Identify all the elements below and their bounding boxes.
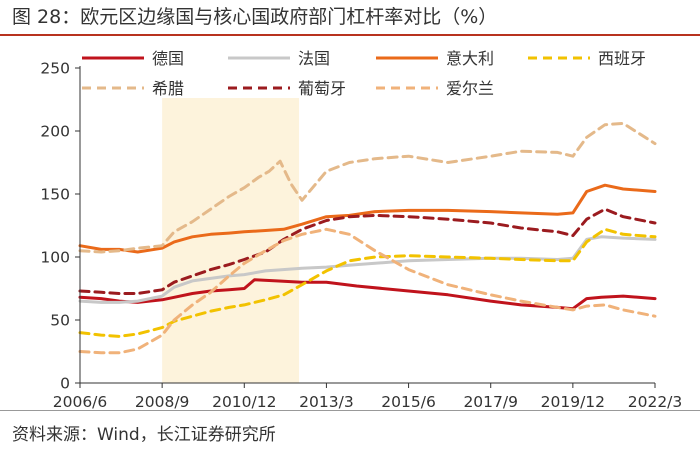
legend-label-4: 西班牙 bbox=[598, 49, 646, 68]
y-tick-label: 50 bbox=[50, 312, 70, 330]
x-tick-label: 2019/12 bbox=[541, 393, 605, 410]
y-tick-label: 250 bbox=[40, 60, 70, 78]
x-tick-label: 2015/6 bbox=[381, 393, 436, 410]
series-line-7 bbox=[78, 227, 657, 355]
legend-label-3: 意大利 bbox=[446, 49, 494, 68]
series-line-3 bbox=[78, 183, 657, 254]
source-note: 资料来源：Wind，长江证券研究所 bbox=[12, 425, 276, 445]
x-tick-label: 2017/9 bbox=[463, 393, 518, 410]
x-tick-label: 2013/3 bbox=[299, 393, 354, 410]
series-line-5 bbox=[78, 121, 657, 254]
x-tick-label: 2008/9 bbox=[135, 393, 190, 410]
legend-label-6: 葡萄牙 bbox=[298, 79, 346, 98]
legend-label-5: 希腊 bbox=[152, 79, 184, 98]
x-tick-label: 2006/6 bbox=[53, 393, 108, 410]
x-tick-label: 2010/12 bbox=[212, 393, 276, 410]
series-line-4 bbox=[78, 227, 657, 338]
chart-title: 图 28：欧元区边缘国与核心国政府部门杠杆率对比（%） bbox=[12, 6, 498, 28]
y-tick-label: 0 bbox=[60, 375, 70, 393]
y-tick-label: 150 bbox=[40, 186, 70, 204]
legend-label-2: 法国 bbox=[298, 49, 330, 68]
highlight-period bbox=[162, 98, 300, 383]
x-tick-label: 2022/3 bbox=[628, 393, 683, 410]
title-divider bbox=[0, 34, 700, 36]
series-line-6 bbox=[78, 207, 657, 295]
legend-label-7: 爱尔兰 bbox=[446, 79, 494, 98]
y-tick-label: 100 bbox=[40, 249, 70, 267]
y-tick-label: 200 bbox=[40, 123, 70, 141]
line-chart: 0 50 100 150 200 250 2006/6 2008/9 2010/12 2013/3… bbox=[40, 49, 683, 410]
legend-label-1: 德国 bbox=[152, 49, 184, 68]
footer-divider bbox=[0, 410, 700, 411]
